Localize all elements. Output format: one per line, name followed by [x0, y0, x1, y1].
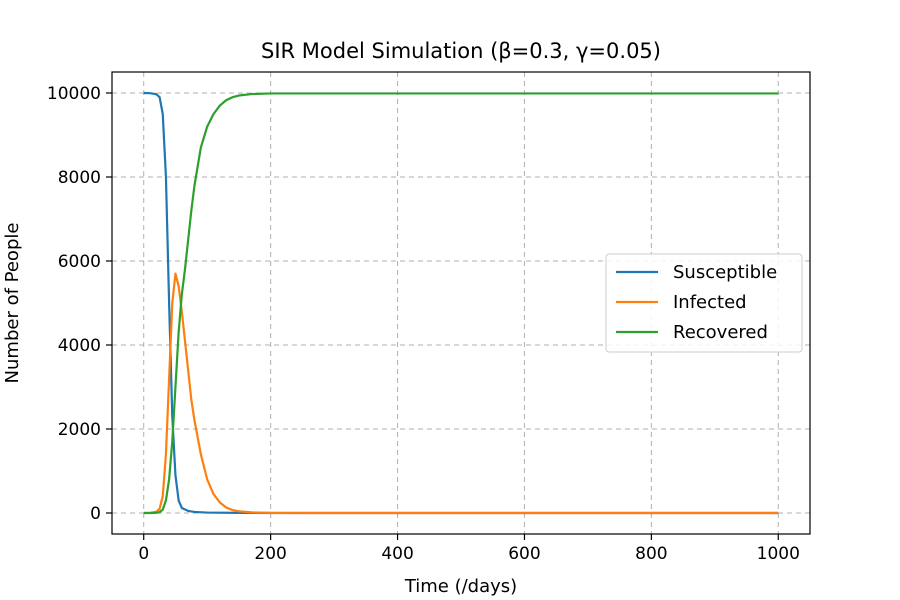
- series-line-recovered: [143, 92, 779, 515]
- legend-label-susceptible: Susceptible: [673, 262, 777, 283]
- y-tick-label: 10000: [47, 84, 101, 104]
- x-tick-label: 400: [381, 544, 413, 564]
- legend-box: [605, 253, 803, 353]
- y-tick-label: 2000: [58, 420, 101, 440]
- plot-frame: [111, 71, 811, 535]
- series-line-infected: [143, 272, 779, 515]
- chart-title: SIR Model Simulation (β=0.3, γ=0.05): [261, 39, 661, 63]
- y-tick-label: 6000: [58, 252, 101, 272]
- x-tick-label: 0: [138, 544, 149, 564]
- y-tick-label: 0: [90, 504, 101, 524]
- x-tick-label: 800: [635, 544, 667, 564]
- grid-layer: [112, 72, 810, 534]
- x-tick-label: 600: [508, 544, 540, 564]
- x-tick-label: 200: [254, 544, 286, 564]
- x-axis-label: Time (/days): [404, 576, 517, 597]
- series-layer: [143, 91, 779, 515]
- series-line-susceptible: [143, 91, 779, 515]
- y-tick-label: 8000: [58, 168, 101, 188]
- x-tick-label: 1000: [757, 544, 800, 564]
- legend: Susceptible Infected Recovered: [605, 253, 803, 353]
- legend-label-infected: Infected: [673, 292, 747, 313]
- y-tick-label: 4000: [58, 336, 101, 356]
- legend-label-recovered: Recovered: [673, 322, 768, 343]
- y-axis-label: Number of People: [2, 223, 23, 384]
